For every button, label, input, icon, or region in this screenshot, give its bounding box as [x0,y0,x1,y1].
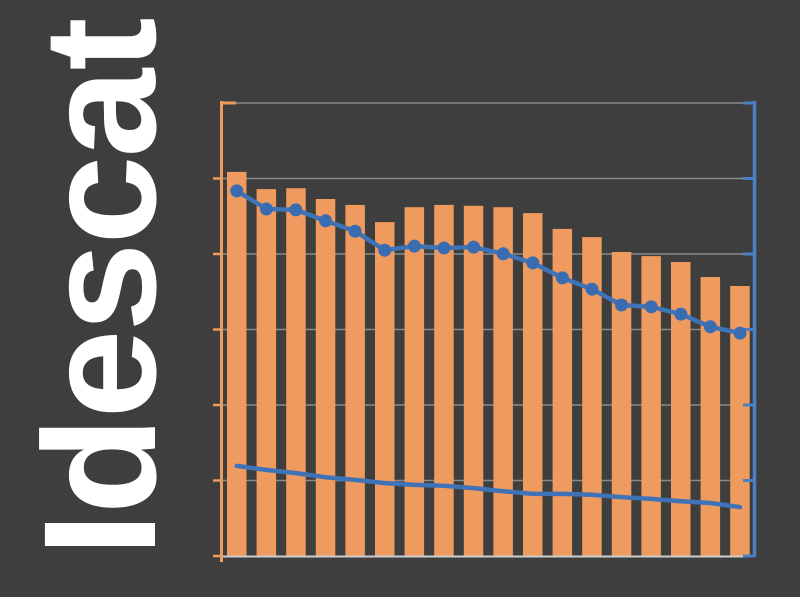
data-point-marker [348,224,362,238]
left-axis [213,101,236,562]
bar [552,228,573,556]
bar [700,277,721,556]
data-point-marker [733,326,747,340]
bar [523,213,543,556]
bar [641,256,661,556]
bar [375,222,395,556]
data-point-marker [230,184,244,198]
data-point-marker [259,202,273,216]
bar [345,204,365,556]
trend-line-with-markers [234,188,743,336]
data-point-marker [703,320,717,334]
bottom-edge-line [0,597,800,600]
bar [582,237,602,556]
bar [611,252,632,556]
data-point-marker [319,214,333,228]
data-point-marker [526,256,540,270]
bar [315,199,336,556]
bar-series [227,171,750,557]
trend-line-plain [234,463,743,510]
data-point-marker [496,247,510,261]
data-point-marker [615,298,628,312]
data-point-marker [555,271,569,285]
bar [434,204,454,556]
plain-line-series [234,463,743,510]
bar [227,171,247,556]
bar [404,207,425,556]
data-point-marker [644,300,658,314]
right-axis [743,101,757,558]
bar [730,286,750,556]
marker-line-series [230,184,747,340]
bar [286,188,306,556]
bar [256,189,277,556]
data-point-marker [467,240,481,254]
bar [463,205,484,557]
data-point-marker [407,239,421,253]
data-point-marker [437,241,451,255]
data-point-marker [289,203,303,217]
data-point-marker [585,282,599,296]
bar [493,207,513,556]
data-point-marker [674,307,688,321]
bar [671,262,691,556]
data-point-marker [378,243,392,257]
